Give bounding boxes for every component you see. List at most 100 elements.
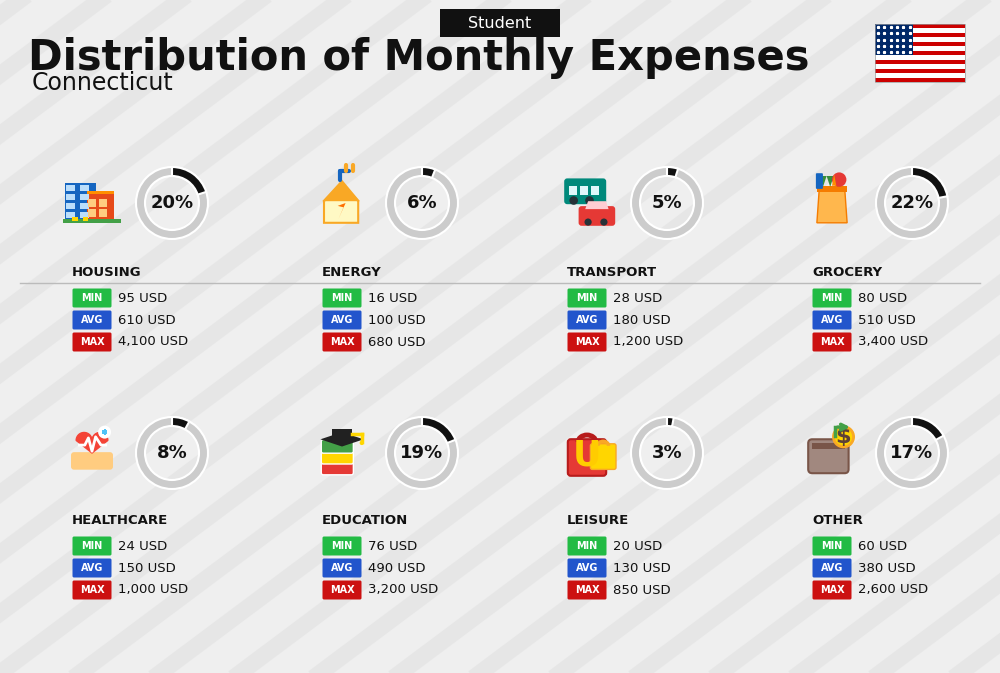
FancyBboxPatch shape	[104, 429, 106, 435]
Text: GROCERY: GROCERY	[812, 267, 882, 279]
Text: MIN: MIN	[821, 293, 843, 303]
Wedge shape	[876, 417, 948, 489]
Text: MIN: MIN	[81, 293, 103, 303]
Wedge shape	[172, 417, 189, 429]
Text: 20 USD: 20 USD	[613, 540, 662, 553]
FancyBboxPatch shape	[321, 439, 353, 453]
Text: HEALTHCARE: HEALTHCARE	[72, 514, 168, 528]
Text: 80 USD: 80 USD	[858, 291, 907, 304]
FancyBboxPatch shape	[66, 211, 75, 218]
Text: 610 USD: 610 USD	[118, 314, 176, 326]
Text: MIN: MIN	[331, 541, 353, 551]
FancyBboxPatch shape	[102, 430, 107, 434]
FancyBboxPatch shape	[87, 191, 114, 194]
Text: Student: Student	[468, 15, 532, 30]
Polygon shape	[322, 180, 360, 201]
Text: 150 USD: 150 USD	[118, 561, 176, 575]
Text: 4,100 USD: 4,100 USD	[118, 336, 188, 349]
Text: 850 USD: 850 USD	[613, 583, 671, 596]
Wedge shape	[136, 167, 208, 239]
FancyBboxPatch shape	[72, 581, 112, 600]
FancyBboxPatch shape	[875, 60, 965, 64]
Text: 510 USD: 510 USD	[858, 314, 916, 326]
Circle shape	[584, 219, 592, 225]
Text: MAX: MAX	[820, 585, 844, 595]
FancyBboxPatch shape	[71, 452, 113, 470]
FancyBboxPatch shape	[812, 581, 852, 600]
FancyBboxPatch shape	[72, 310, 112, 330]
Polygon shape	[834, 176, 841, 187]
Text: TRANSPORT: TRANSPORT	[567, 267, 657, 279]
Text: 680 USD: 680 USD	[368, 336, 426, 349]
FancyBboxPatch shape	[568, 289, 606, 308]
Text: MIN: MIN	[331, 293, 353, 303]
Text: $: $	[836, 427, 851, 447]
Circle shape	[98, 425, 111, 439]
Text: AVG: AVG	[331, 315, 353, 325]
FancyBboxPatch shape	[568, 581, 606, 600]
Circle shape	[833, 427, 854, 447]
FancyBboxPatch shape	[591, 186, 599, 194]
FancyBboxPatch shape	[812, 332, 852, 351]
FancyBboxPatch shape	[579, 206, 615, 226]
FancyBboxPatch shape	[332, 429, 352, 439]
Text: 17%: 17%	[890, 444, 934, 462]
FancyBboxPatch shape	[88, 209, 96, 217]
Polygon shape	[817, 187, 847, 223]
FancyBboxPatch shape	[66, 203, 75, 209]
Circle shape	[360, 441, 364, 445]
Polygon shape	[324, 183, 358, 223]
Text: MAX: MAX	[80, 337, 104, 347]
FancyBboxPatch shape	[72, 217, 78, 221]
Text: EDUCATION: EDUCATION	[322, 514, 408, 528]
Text: MAX: MAX	[575, 585, 599, 595]
FancyBboxPatch shape	[72, 559, 112, 577]
Text: LEISURE: LEISURE	[567, 514, 629, 528]
FancyBboxPatch shape	[816, 173, 823, 189]
FancyBboxPatch shape	[875, 69, 965, 73]
Text: 5%: 5%	[652, 194, 682, 212]
FancyBboxPatch shape	[817, 186, 847, 192]
Text: MIN: MIN	[821, 541, 843, 551]
FancyBboxPatch shape	[875, 73, 965, 77]
Text: 24 USD: 24 USD	[118, 540, 167, 553]
Circle shape	[600, 219, 608, 225]
Text: 19%: 19%	[400, 444, 444, 462]
Circle shape	[585, 196, 594, 205]
Polygon shape	[585, 201, 609, 209]
Polygon shape	[92, 433, 108, 440]
FancyBboxPatch shape	[88, 199, 96, 207]
Text: MAX: MAX	[820, 337, 844, 347]
FancyBboxPatch shape	[321, 461, 353, 474]
FancyBboxPatch shape	[321, 450, 353, 464]
Text: 180 USD: 180 USD	[613, 314, 671, 326]
FancyBboxPatch shape	[590, 444, 616, 469]
FancyBboxPatch shape	[568, 439, 606, 476]
Text: 16 USD: 16 USD	[368, 291, 417, 304]
FancyBboxPatch shape	[875, 38, 965, 42]
FancyBboxPatch shape	[875, 28, 965, 33]
FancyBboxPatch shape	[875, 24, 913, 55]
FancyBboxPatch shape	[66, 184, 75, 191]
Text: Distribution of Monthly Expenses: Distribution of Monthly Expenses	[28, 37, 810, 79]
FancyBboxPatch shape	[875, 33, 965, 38]
FancyBboxPatch shape	[812, 289, 852, 308]
Wedge shape	[631, 167, 703, 239]
Text: 380 USD: 380 USD	[858, 561, 916, 575]
FancyBboxPatch shape	[875, 55, 965, 60]
FancyBboxPatch shape	[87, 193, 114, 221]
Wedge shape	[631, 417, 703, 489]
Polygon shape	[338, 203, 346, 219]
FancyBboxPatch shape	[72, 289, 112, 308]
FancyBboxPatch shape	[808, 439, 849, 473]
Text: MAX: MAX	[330, 337, 354, 347]
Text: 22%: 22%	[890, 194, 934, 212]
Wedge shape	[386, 417, 458, 489]
FancyBboxPatch shape	[569, 186, 577, 194]
Text: MAX: MAX	[80, 585, 104, 595]
Text: MAX: MAX	[575, 337, 599, 347]
Text: 100 USD: 100 USD	[368, 314, 426, 326]
FancyBboxPatch shape	[440, 9, 560, 37]
Text: AVG: AVG	[821, 315, 843, 325]
Text: 20%: 20%	[150, 194, 194, 212]
